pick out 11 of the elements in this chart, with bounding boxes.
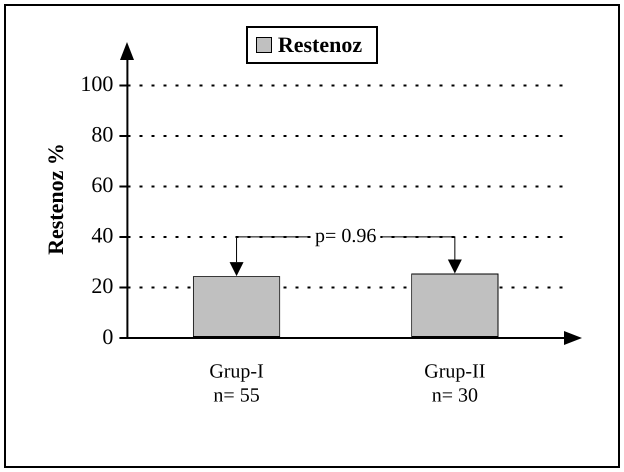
- y-tick-label: 80: [91, 122, 114, 147]
- y-tick-label: 60: [91, 172, 114, 198]
- x-tick-label: Grup-I n= 55: [209, 360, 264, 406]
- y-tick-label: 100: [80, 71, 114, 96]
- annotation: p= 0.96: [315, 225, 376, 248]
- y-axis-title: Restenoz %: [42, 143, 68, 255]
- x-tick-label: Grup-II n= 30: [424, 360, 486, 406]
- y-tick-label: 40: [91, 222, 114, 248]
- y-tick-label: 20: [91, 273, 114, 298]
- y-tick-label: 0: [102, 324, 114, 349]
- legend-label: Restenoz: [278, 32, 362, 57]
